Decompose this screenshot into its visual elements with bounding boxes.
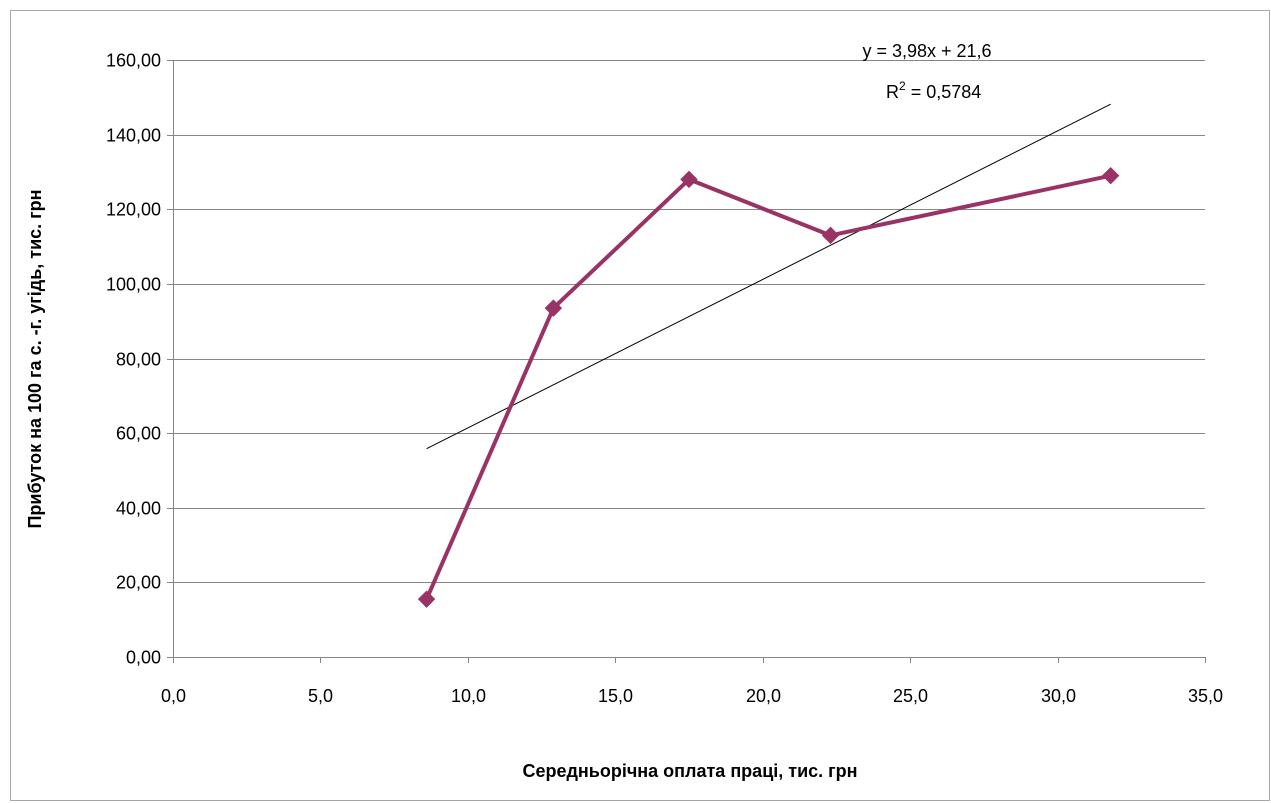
data-point-marker: [417, 590, 436, 608]
x-tick-label: 0,0: [161, 686, 186, 706]
y-tick-label: 60,00: [116, 424, 161, 444]
y-tick-label: 80,00: [116, 350, 161, 370]
data-point-marker: [821, 226, 840, 245]
r2-value: = 0,5784: [906, 82, 982, 102]
x-tick-label: 25,0: [893, 686, 928, 706]
x-tick-label: 5,0: [308, 686, 333, 706]
y-axis-title: Прибуток на 100 га с. -г. угідь, тис. гр…: [25, 189, 45, 528]
x-axis-title: Середньорічна оплата праці, тис. грн: [522, 761, 857, 781]
grid-layer: [173, 60, 1205, 583]
trendline: [426, 103, 1111, 450]
trendline-r2: R2 = 0,5784: [886, 79, 981, 102]
x-tick-label: 10,0: [451, 686, 486, 706]
y-tick-label: 0,00: [126, 648, 161, 668]
series-layer: [417, 166, 1120, 608]
y-tick-label: 160,00: [106, 51, 161, 71]
label-layer: 0,00 20,00 40,00 60,00 80,00 100,00 120,00 140,…: [106, 51, 1223, 707]
x-tick-label: 30,0: [1041, 686, 1076, 706]
data-point-marker: [1101, 166, 1120, 185]
y-tick-label: 140,00: [106, 126, 161, 146]
r2-prefix: R: [886, 82, 899, 102]
axis-layer: [167, 60, 1206, 663]
x-tick-label: 20,0: [746, 686, 781, 706]
data-point-marker: [680, 170, 698, 189]
chart-frame: [10, 10, 1270, 801]
data-point-marker: [544, 299, 563, 317]
y-tick-label: 120,00: [106, 200, 161, 220]
y-tick-label: 100,00: [106, 275, 161, 295]
trendline-equation: y = 3,98x + 21,6: [862, 41, 991, 61]
x-tick-label: 15,0: [598, 686, 633, 706]
x-tick-label: 35,0: [1188, 686, 1223, 706]
trend-layer: [426, 103, 1111, 450]
y-tick-label: 20,00: [116, 573, 161, 593]
r2-superscript: 2: [899, 79, 906, 93]
y-tick-label: 40,00: [116, 499, 161, 519]
